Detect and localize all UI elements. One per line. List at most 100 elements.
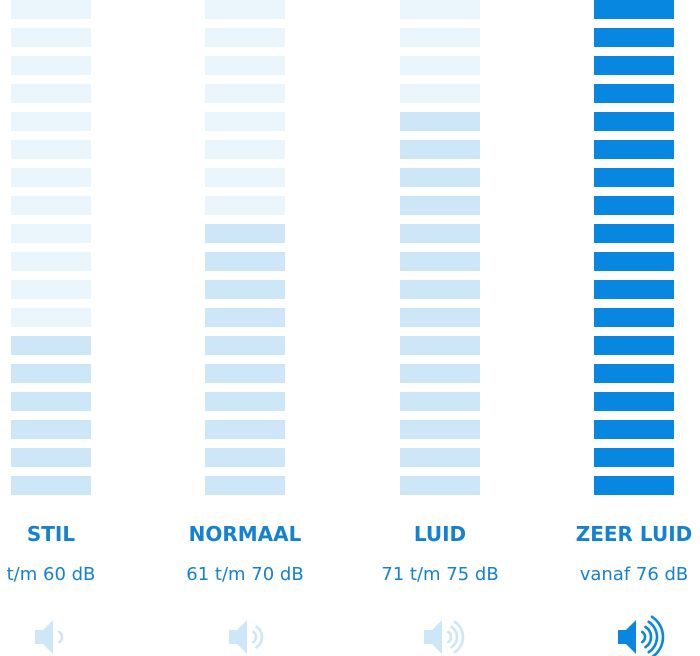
level-segment (594, 392, 674, 411)
level-segment (594, 224, 674, 243)
level-segment (400, 84, 480, 103)
level-segment (11, 364, 91, 383)
level-segment (594, 364, 674, 383)
level-segment (205, 140, 285, 159)
sound-wave (644, 625, 653, 649)
sound-wave (640, 630, 647, 644)
speaker-icon (618, 620, 636, 654)
level-segment (594, 84, 674, 103)
sound-wave (446, 630, 453, 644)
level-column: ZEER LUID vanaf 76 dB (576, 0, 693, 656)
level-segment (400, 420, 480, 439)
level-segment (400, 28, 480, 47)
level-column: LUID 71 t/m 75 dB (381, 0, 499, 654)
level-segment (400, 0, 480, 19)
level-title: ZEER LUID (576, 522, 693, 546)
level-segment (205, 168, 285, 187)
level-segment (205, 420, 285, 439)
level-segment (205, 476, 285, 495)
level-range: 61 t/m 70 dB (186, 564, 303, 585)
level-segment (400, 224, 480, 243)
sound-wave (251, 630, 258, 644)
level-segment (594, 168, 674, 187)
level-segment (11, 196, 91, 215)
level-title: NORMAAL (189, 522, 302, 546)
level-segment (205, 224, 285, 243)
level-segment (205, 0, 285, 19)
level-segment (205, 196, 285, 215)
level-segment (205, 448, 285, 467)
sound-wave (453, 620, 465, 654)
level-segment (400, 196, 480, 215)
level-segment (11, 252, 91, 271)
level-segment (205, 392, 285, 411)
level-segment (11, 308, 91, 327)
level-segment (11, 280, 91, 299)
level-segment (400, 140, 480, 159)
level-segment (594, 56, 674, 75)
level-segment (205, 56, 285, 75)
level-segment (400, 448, 480, 467)
level-segment (594, 448, 674, 467)
level-segment (594, 336, 674, 355)
level-segment (594, 28, 674, 47)
level-title: LUID (414, 522, 466, 546)
sound-wave (650, 615, 665, 656)
level-segment (594, 0, 674, 19)
level-title: STIL (27, 522, 75, 546)
level-range: t/m 60 dB (7, 564, 96, 585)
speaker-icon (229, 620, 247, 654)
sound-wave (255, 625, 264, 649)
level-segment (400, 308, 480, 327)
level-segment (400, 476, 480, 495)
level-segment (594, 252, 674, 271)
level-segment (11, 84, 91, 103)
level-segment (594, 476, 674, 495)
level-segment (11, 224, 91, 243)
level-segment (11, 56, 91, 75)
level-segment (205, 28, 285, 47)
speaker-icon (424, 620, 442, 654)
level-column: STIL t/m 60 dB (7, 0, 96, 654)
sound-wave (450, 625, 459, 649)
level-segment (11, 392, 91, 411)
level-segment (400, 336, 480, 355)
level-segment (11, 28, 91, 47)
level-segment (400, 364, 480, 383)
sound-wave (647, 620, 659, 654)
level-segment (205, 280, 285, 299)
level-segment (205, 112, 285, 131)
level-segment (11, 140, 91, 159)
level-segment (205, 252, 285, 271)
level-segment (400, 252, 480, 271)
level-segment (11, 168, 91, 187)
level-segment (11, 448, 91, 467)
level-segment (594, 140, 674, 159)
level-segment (205, 308, 285, 327)
level-range: vanaf 76 dB (580, 564, 689, 585)
level-segment (11, 112, 91, 131)
speaker-icon (35, 620, 53, 654)
level-segment (594, 308, 674, 327)
level-segment (400, 392, 480, 411)
level-column: NORMAAL 61 t/m 70 dB (186, 0, 304, 654)
sound-wave (57, 630, 64, 644)
level-segment (11, 336, 91, 355)
level-segment (400, 168, 480, 187)
level-range: 71 t/m 75 dB (381, 564, 498, 585)
level-segment (400, 56, 480, 75)
level-segment (205, 336, 285, 355)
level-segment (11, 0, 91, 19)
level-segment (400, 112, 480, 131)
level-segment (594, 280, 674, 299)
level-segment (594, 112, 674, 131)
level-segment (11, 420, 91, 439)
level-segment (205, 364, 285, 383)
level-segment (205, 84, 285, 103)
level-segment (11, 476, 91, 495)
level-segment (594, 196, 674, 215)
level-segment (400, 280, 480, 299)
level-segment (594, 420, 674, 439)
